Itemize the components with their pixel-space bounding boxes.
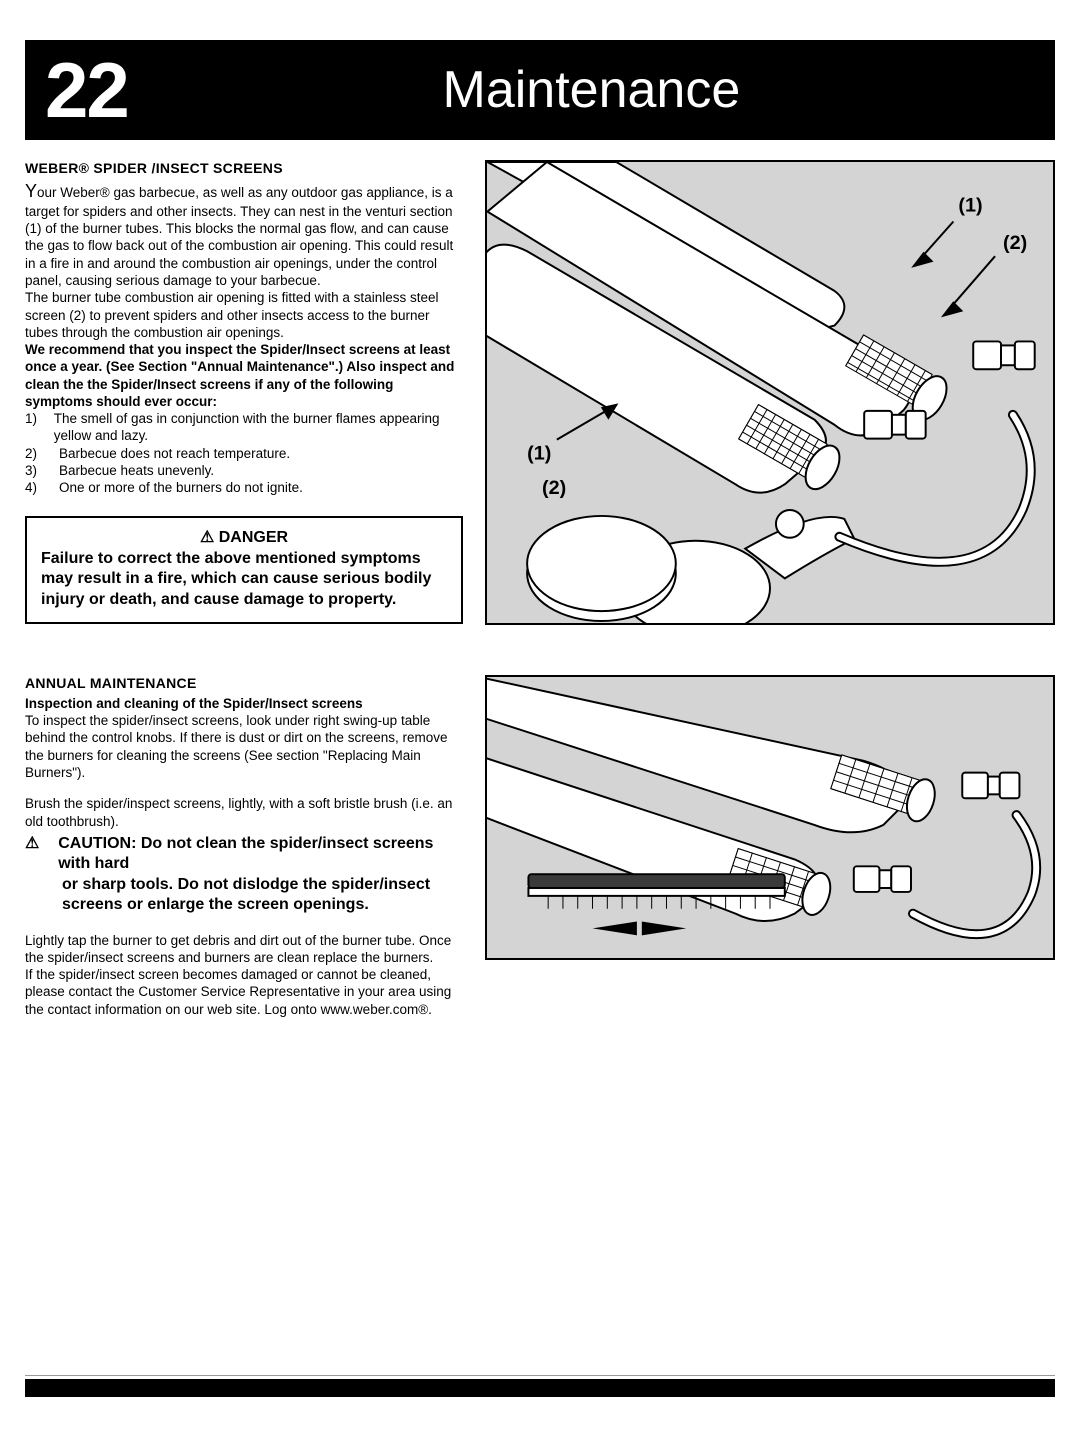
- figure-burner-brush: [485, 675, 1055, 960]
- section-annual-maintenance: ANNUAL MAINTENANCE Inspection and cleani…: [0, 675, 1080, 1018]
- callout-1-left: (1): [527, 442, 551, 464]
- text-column-2: ANNUAL MAINTENANCE Inspection and cleani…: [25, 675, 463, 1018]
- footer-rule: [25, 1375, 1055, 1376]
- list-item: 2)Barbecue does not reach temperature.: [25, 445, 463, 462]
- subheading-inspection: Inspection and cleaning of the Spider/In…: [25, 695, 463, 712]
- para-1: Your Weber® gas barbecue, as well as any…: [25, 180, 463, 289]
- danger-body: Failure to correct the above mentioned s…: [41, 549, 447, 610]
- para-2: The burner tube combustion air opening i…: [25, 289, 463, 341]
- callout-2-top: (2): [1003, 232, 1027, 254]
- para-brush: Brush the spider/inspect screens, lightl…: [25, 795, 463, 830]
- para-tap: Lightly tap the burner to get debris and…: [25, 932, 463, 967]
- footer-bar: [25, 1379, 1055, 1397]
- para-contact: If the spider/insect screen becomes dama…: [25, 966, 463, 1018]
- figure-burner-assembly: (1) (2) (1) (2): [485, 160, 1055, 625]
- page-header: 22 Maintenance: [25, 40, 1055, 140]
- list-item: 1)The smell of gas in conjunction with t…: [25, 410, 463, 445]
- page-number: 22: [25, 45, 128, 136]
- caution-line2: or sharp tools. Do not dislodge the spid…: [25, 875, 463, 916]
- caution-block: ⚠ CAUTION: Do not clean the spider/insec…: [25, 834, 463, 916]
- callout-2-left: (2): [542, 477, 566, 499]
- symptom-list: 1)The smell of gas in conjunction with t…: [25, 410, 463, 496]
- danger-box: ⚠ DANGER Failure to correct the above me…: [25, 516, 463, 624]
- danger-title: ⚠ DANGER: [41, 528, 447, 548]
- para-inspect: To inspect the spider/insect screens, lo…: [25, 712, 463, 781]
- list-item: 4)One or more of the burners do not igni…: [25, 479, 463, 496]
- para-3: We recommend that you inspect the Spider…: [25, 341, 463, 410]
- list-item: 3)Barbecue heats unevenly.: [25, 462, 463, 479]
- text-column: WEBER® SPIDER /INSECT SCREENS Your Weber…: [25, 160, 463, 625]
- page-title: Maintenance: [128, 60, 1055, 120]
- callout-1-top: (1): [958, 195, 982, 217]
- figure-col-2: [463, 675, 1055, 1018]
- warning-icon: ⚠: [25, 834, 58, 875]
- caution-line1: CAUTION: Do not clean the spider/insect …: [58, 834, 463, 875]
- heading-annual: ANNUAL MAINTENANCE: [25, 675, 463, 693]
- figure-col: (1) (2) (1) (2): [463, 160, 1055, 625]
- section-spider-screens: WEBER® SPIDER /INSECT SCREENS Your Weber…: [0, 140, 1080, 625]
- heading-spider: WEBER® SPIDER /INSECT SCREENS: [25, 160, 463, 178]
